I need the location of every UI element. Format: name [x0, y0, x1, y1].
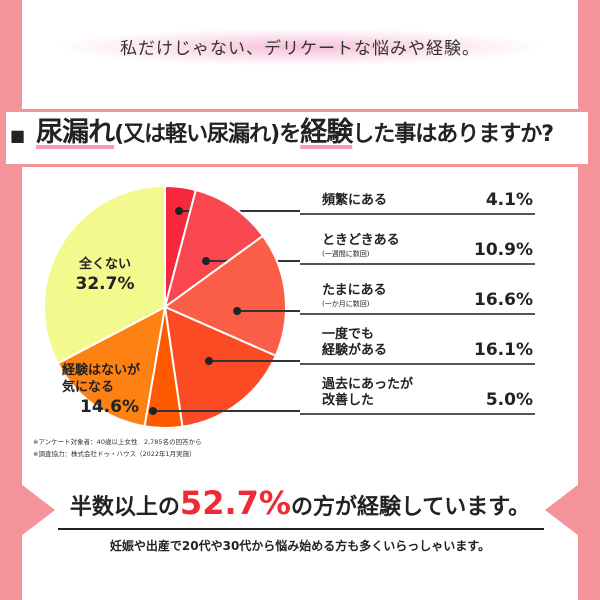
- legend-value: 5.0%: [485, 390, 533, 410]
- question-text-4: した事はありますか?: [352, 122, 554, 147]
- legend-row: たまにある (一か月に数回) 16.6%: [300, 268, 535, 315]
- headline-pre: 半数以上の: [69, 495, 180, 520]
- legend-value: 4.1%: [485, 190, 533, 210]
- legend-text: 一度でも 経験がある: [322, 327, 388, 358]
- leader-dot: [175, 207, 183, 215]
- legend-value: 10.9%: [474, 240, 533, 260]
- label-none: 全くない 32.7%: [60, 256, 150, 295]
- subline: 妊娠や出産で20代や30代から悩み始める方も多くいらっしゃいます。: [109, 539, 491, 553]
- pie-slice: [43, 184, 166, 365]
- legend-sub: (一か月に数回): [322, 300, 370, 308]
- survey-notes: ※アンケート対象者：40歳以上女性 2,785名の回答から ※調査協力：株式会社…: [33, 436, 202, 458]
- slice-label: 全くない: [78, 257, 131, 272]
- pie-slice: [163, 305, 278, 428]
- pie-slice: [163, 188, 265, 310]
- leader-dot: [201, 257, 210, 265]
- headline-post: の方が経験しています。: [290, 495, 531, 520]
- question-text-2: (又は軽い尿漏れ)を: [114, 122, 301, 147]
- survey-note: ※アンケート対象者：40歳以上女性 2,785名の回答から: [33, 438, 202, 446]
- legend-label: たまにある (一か月に数回): [322, 283, 387, 309]
- legend-row: 一度でも 経験がある 16.1%: [300, 318, 535, 365]
- label-curious: 経験はないが 気になる 14.6%: [62, 362, 162, 418]
- legend-text: たまにある: [322, 283, 387, 298]
- right-arrow-shape: [545, 468, 600, 552]
- left-arrow-shape: [0, 468, 55, 552]
- question-keyword-1: 尿漏れ: [36, 117, 115, 148]
- question-title: ■ 尿漏れ(又は軽い尿漏れ)を経験した事はありますか?: [10, 110, 554, 149]
- legend-label: 一度でも 経験がある: [322, 327, 387, 359]
- pie-slice: [163, 234, 287, 358]
- headline: 半数以上の52.7%の方が経験しています。: [0, 483, 600, 528]
- legend-sub: (一週間に数回): [322, 250, 370, 258]
- legend-row: ときどきある (一週間に数回) 10.9%: [300, 218, 535, 265]
- divider: [58, 528, 544, 530]
- slice-value: 14.6%: [80, 397, 139, 417]
- survey-credit: ※調査協力：株式会社ドゥ・ハウス（2022年1月実施）: [33, 450, 196, 458]
- headline-percent: 52.7%: [179, 484, 291, 522]
- slice-label: 経験はないが 気になる: [62, 363, 141, 395]
- legend-text: 頻繁にある: [322, 193, 388, 208]
- legend-text: 過去にあったが 改善した: [322, 377, 414, 408]
- leader-dot: [204, 357, 213, 365]
- slice-value: 32.7%: [75, 274, 135, 294]
- question-keyword-2: 経験: [300, 117, 353, 148]
- leader-dot: [149, 407, 157, 415]
- pie-slice: [56, 305, 167, 428]
- legend-text: ときどきある: [322, 233, 400, 248]
- question-band: [6, 109, 588, 167]
- legend-value: 16.6%: [474, 290, 533, 310]
- square-icon: ■: [10, 126, 25, 145]
- legend-row: 過去にあったが 改善した 5.0%: [300, 368, 535, 415]
- leader-dot: [233, 307, 242, 315]
- legend-value: 16.1%: [474, 340, 533, 360]
- brush-stroke: [55, 28, 545, 66]
- legend-row: 頻繁にある 4.1%: [300, 168, 535, 215]
- legend-label: 過去にあったが 改善した: [322, 377, 413, 409]
- legend-label: 頻繁にある: [322, 193, 387, 209]
- legend-label: ときどきある (一週間に数回): [322, 233, 400, 259]
- pie-chart: [43, 184, 300, 429]
- tagline: 私だけじゃない、デリケートな悩みや経験。: [120, 39, 480, 59]
